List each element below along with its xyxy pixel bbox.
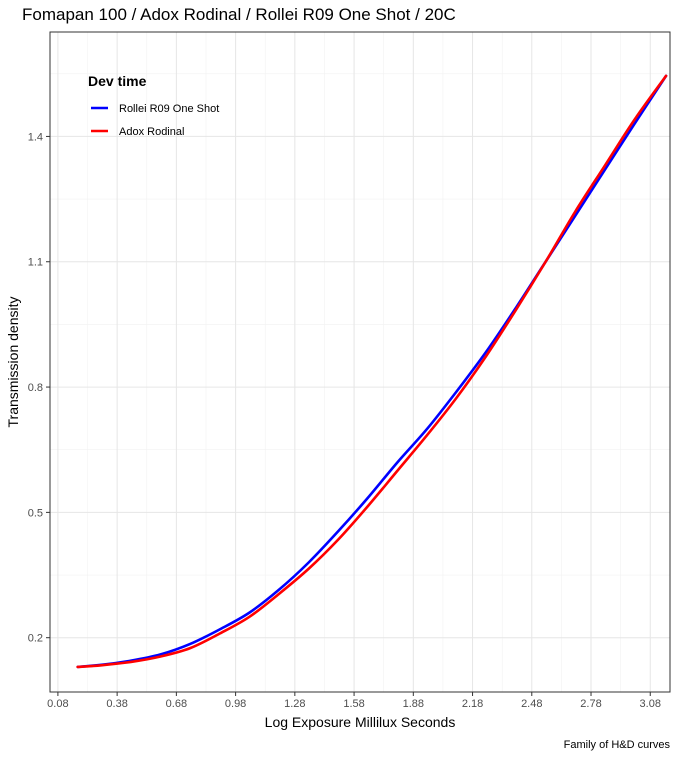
x-axis-label: Log Exposure Millilux Seconds bbox=[265, 714, 456, 730]
legend-title: Dev time bbox=[88, 73, 147, 89]
x-tick-label: 1.28 bbox=[284, 698, 305, 710]
y-tick-label: 0.8 bbox=[28, 382, 43, 394]
y-tick-label: 1.1 bbox=[28, 257, 43, 269]
x-tick-label: 2.18 bbox=[462, 698, 483, 710]
grid-major bbox=[50, 32, 670, 692]
y-tick-label: 0.5 bbox=[28, 507, 43, 519]
x-tick-label: 0.08 bbox=[47, 698, 68, 710]
legend: Dev time Rollei R09 One Shot Adox Rodinal bbox=[88, 73, 219, 138]
series-layer bbox=[76, 74, 668, 669]
plot-panel bbox=[49, 31, 671, 693]
y-axis-label: Transmission density bbox=[5, 297, 21, 428]
y-axis: 0.2 0.5 0.8 1.1 1.4 bbox=[28, 131, 50, 645]
series-line-rollei-r09 bbox=[76, 74, 668, 669]
x-axis: 0.08 0.38 0.68 0.98 1.28 1.58 1.88 2.18 2.48 2.78… bbox=[47, 692, 661, 710]
plot-border bbox=[49, 31, 671, 693]
x-tick-label: 3.08 bbox=[640, 698, 661, 710]
x-tick-label: 1.58 bbox=[343, 698, 364, 710]
x-tick-label: 0.68 bbox=[166, 698, 187, 710]
y-tick-label: 0.2 bbox=[28, 633, 43, 645]
y-tick-label: 1.4 bbox=[28, 131, 43, 143]
series-line-adox-rodinal bbox=[76, 74, 668, 669]
chart-title: Fomapan 100 / Adox Rodinal / Rollei R09 … bbox=[22, 5, 456, 24]
legend-entry-label: Adox Rodinal bbox=[119, 126, 184, 138]
chart-caption: Family of H&D curves bbox=[564, 739, 671, 751]
x-tick-label: 0.98 bbox=[225, 698, 246, 710]
legend-entry-label: Rollei R09 One Shot bbox=[119, 103, 219, 115]
x-tick-label: 0.38 bbox=[106, 698, 127, 710]
x-tick-label: 2.78 bbox=[580, 698, 601, 710]
x-tick-label: 1.88 bbox=[403, 698, 424, 710]
x-tick-label: 2.48 bbox=[521, 698, 542, 710]
